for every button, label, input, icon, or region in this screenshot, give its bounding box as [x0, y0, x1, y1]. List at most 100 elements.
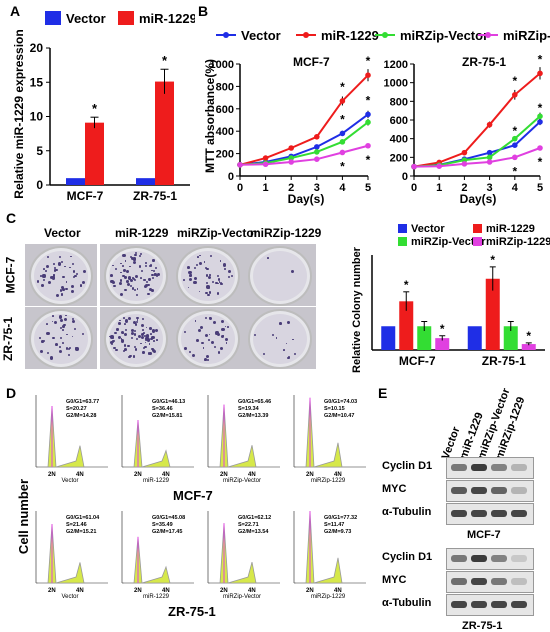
flow-plot-label: miRZip-1229 — [311, 594, 346, 599]
series-line-Vector — [239, 113, 369, 166]
series-line-miR-1229 — [413, 72, 541, 168]
xtick-label: 0 — [411, 182, 417, 194]
colony-dot — [142, 329, 144, 332]
flow-stat-line: G0/G1=45.08 — [152, 515, 185, 521]
colony-plate-dish — [248, 309, 312, 369]
colony-dot — [52, 315, 54, 317]
colony-dot — [193, 266, 197, 270]
colony-dot — [141, 335, 145, 339]
colony-col-label-mirzip-vector: miRZip-Vector — [177, 226, 259, 240]
colony-dot — [123, 269, 127, 273]
blot-band — [471, 487, 487, 494]
colony-dot — [138, 335, 142, 339]
colony-dot — [65, 347, 68, 350]
blot-band — [491, 578, 507, 585]
blot-band — [491, 487, 507, 494]
colony-dot — [131, 336, 134, 340]
colony-dot — [114, 331, 117, 335]
chart-c-significance: * — [490, 253, 495, 267]
colony-dot — [208, 291, 212, 294]
series-point-miRZip-1229 — [512, 154, 518, 161]
colony-dot — [156, 338, 158, 341]
ytick-label: 400 — [390, 134, 408, 146]
colony-dot — [117, 336, 122, 340]
legend-swatch-vector — [45, 11, 61, 25]
colony-dot — [57, 262, 62, 266]
colony-dot — [131, 332, 135, 336]
panel-label-b: B — [198, 3, 209, 19]
colony-dot — [216, 291, 220, 295]
colony-dot — [139, 276, 142, 279]
significance-mark: * — [340, 80, 345, 94]
series-point-miR-1229 — [486, 121, 493, 128]
colony-dot — [207, 359, 209, 362]
colony-plate-MCF-7-miRZip-1229 — [244, 244, 316, 306]
colony-dot — [286, 356, 290, 360]
flow-plot-label: miRZip-1229 — [311, 478, 346, 483]
colony-dot — [51, 320, 54, 323]
chart-c-legend: Vector miR-1229 miRZip-Vector miRZip-122… — [398, 223, 550, 248]
colony-dot — [198, 261, 202, 265]
colony-dot — [74, 328, 77, 330]
chart-c-significance: * — [404, 278, 409, 292]
colony-col-label-mir1229: miR-1229 — [115, 226, 169, 240]
flow-plot-label: miRZip-Vector — [223, 594, 261, 599]
colony-dot — [53, 320, 57, 324]
flow-peak-label-2n: 2N — [134, 472, 142, 478]
blot-band — [451, 464, 467, 471]
series-point-miRZip-1229 — [365, 142, 371, 149]
colony-dot — [42, 274, 46, 278]
colony-dot — [221, 282, 224, 285]
flow-peak-label-2n: 2N — [220, 472, 228, 478]
colony-dot — [195, 263, 198, 266]
chart-b1-xlabel: Day(s) — [288, 192, 325, 206]
colony-dot — [205, 317, 207, 320]
chart-c-category-label: MCF-7 — [399, 354, 436, 368]
chart-c-bar — [485, 278, 500, 350]
chart-c-ylabel: Relative Colony number — [351, 246, 363, 373]
colony-dot — [216, 275, 219, 278]
colony-dot — [64, 314, 67, 317]
chart-a-ytick-label: 10 — [30, 110, 44, 124]
colony-dot — [275, 337, 278, 340]
series-point-miRZip-1229 — [237, 162, 243, 168]
colony-dot — [61, 325, 65, 328]
series-point-Vector — [365, 111, 371, 118]
chart-c-bar — [399, 301, 414, 350]
colony-dot — [134, 279, 137, 282]
flow-stat-line: G0/G1=63.77 — [66, 399, 99, 405]
colony-dot — [135, 323, 138, 326]
series-point-miRZip-Vector — [486, 154, 493, 161]
xtick-label: 3 — [314, 182, 320, 194]
colony-dot — [183, 279, 186, 281]
colony-dot — [145, 326, 148, 329]
colony-dot — [192, 354, 196, 358]
colony-dot — [222, 335, 225, 337]
flow-stat-line: G0/G1=74.03 — [324, 399, 357, 405]
colony-dot — [145, 265, 148, 268]
colony-dot — [152, 329, 156, 333]
chart-c-colony-number: Vector miR-1229 miRZip-Vector miRZip-122… — [351, 223, 550, 373]
colony-dot — [204, 333, 209, 338]
series-point-miRZip-1229 — [461, 161, 468, 167]
colony-dot — [50, 356, 54, 360]
series-point-Vector — [314, 144, 320, 150]
chart-a-category-label: ZR-75-1 — [133, 189, 177, 203]
colony-dot — [82, 332, 85, 335]
colony-dot — [134, 333, 137, 336]
blot-band — [491, 510, 507, 517]
colony-dot — [118, 319, 121, 322]
colony-dot — [128, 317, 132, 321]
colony-dot — [144, 341, 147, 344]
colony-dot — [219, 346, 224, 351]
series-point-miRZip-Vector — [365, 119, 371, 126]
colony-dot — [189, 274, 192, 277]
chart-b2-title: ZR-75-1 — [462, 55, 506, 69]
colony-dot — [129, 354, 132, 358]
series-point-miRZip-Vector — [339, 139, 346, 145]
series-point-miR-1229 — [537, 70, 543, 77]
legend-label-vector: Vector — [66, 11, 106, 26]
colony-dot — [142, 346, 146, 350]
legend-c-swatch-mir1229 — [473, 224, 482, 233]
